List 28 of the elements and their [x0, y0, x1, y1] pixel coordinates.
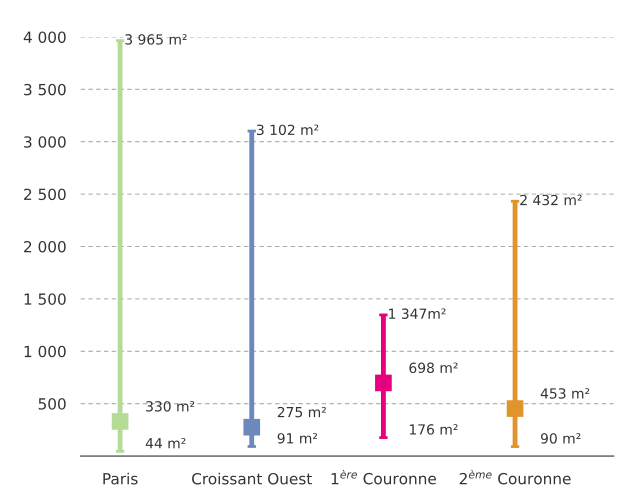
data-label: 275 m² — [278, 406, 326, 418]
y-tick-label: 4 000 — [24, 31, 66, 43]
point — [375, 374, 392, 392]
x-tick-label: 1$^{ère}$ Couronne — [332, 470, 436, 484]
point — [506, 400, 524, 417]
y-tick-label: 3 500 — [24, 84, 66, 96]
annotation: 91 m² — [278, 433, 318, 444]
data-label: 453 m² — [540, 388, 590, 399]
data-label: 698 m² — [409, 362, 458, 374]
annotation: 3 965 m² — [125, 34, 187, 45]
y-tick-label: 1 500 — [24, 293, 66, 305]
annotation: 2 432 m² — [520, 194, 582, 206]
y-tick-label: 2 500 — [24, 188, 66, 200]
annotation: 90 m² — [540, 433, 580, 444]
y-tick-label: 500 — [38, 398, 66, 410]
y-tick-label: 2 000 — [24, 240, 66, 253]
annotation: 3 102 m² — [256, 124, 318, 136]
y-tick-label: 1 000 — [24, 346, 66, 358]
x-tick-label: 2$^{ème}$ Couronne — [460, 470, 571, 484]
x-tick-label: Croissant Ouest — [192, 472, 312, 485]
annotation: 176 m² — [410, 424, 458, 435]
data-label: 330 m² — [146, 401, 194, 412]
point — [112, 413, 128, 430]
y-tick-label: 3 000 — [24, 136, 66, 148]
annotation: 44 m² — [146, 438, 186, 448]
x-tick-label: Paris — [103, 472, 138, 485]
annotation: 1 347m² — [389, 308, 446, 319]
point — [243, 418, 260, 436]
